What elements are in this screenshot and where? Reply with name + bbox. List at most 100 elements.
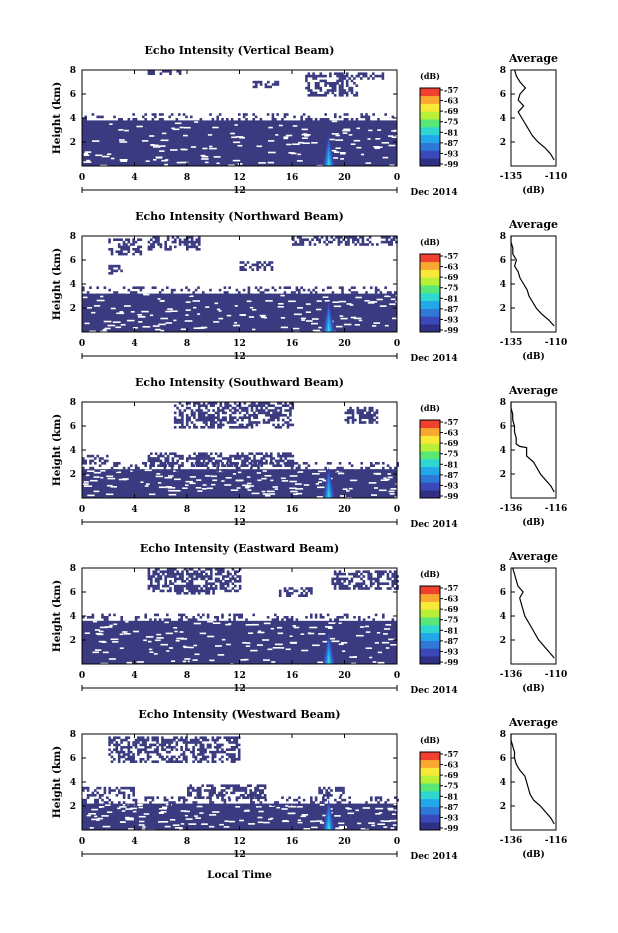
echo-cell <box>188 240 191 244</box>
gap-speckle <box>347 812 354 815</box>
echo-cell <box>346 613 349 617</box>
echo-cell <box>239 789 243 792</box>
echo-cell <box>122 293 126 297</box>
gap-speckle <box>83 161 92 163</box>
echo-cell <box>360 584 363 588</box>
echo-cell <box>224 457 227 460</box>
echo-cell <box>354 243 357 246</box>
x-tick-label: 12 <box>233 505 246 515</box>
echo-cell <box>190 572 194 576</box>
echo-cell <box>182 293 186 297</box>
gap-speckle <box>364 300 370 302</box>
echo-cell <box>295 462 299 465</box>
echo-cell <box>367 572 370 576</box>
echo-cell <box>110 248 114 251</box>
echo-cell <box>96 798 99 802</box>
echo-cell <box>229 572 232 576</box>
profile-y-tick-label: 4 <box>500 114 506 124</box>
gap-speckle <box>142 326 151 328</box>
echo-cell <box>235 741 239 744</box>
echo-cell <box>171 236 175 239</box>
echo-cell <box>344 243 348 246</box>
echo-cell <box>84 115 87 119</box>
gap-speckle <box>138 806 143 809</box>
echo-cell <box>324 84 327 87</box>
profile-x-tick-label: -116 <box>545 504 568 514</box>
gap-speckle <box>150 144 159 147</box>
echo-cell <box>190 245 194 249</box>
echo-cell <box>345 74 349 78</box>
gap-speckle <box>184 814 188 817</box>
echo-cell <box>82 616 85 619</box>
echo-cell <box>307 288 311 292</box>
gap-speckle <box>212 479 218 482</box>
echo-cell <box>144 798 147 802</box>
gap-speckle <box>390 827 395 829</box>
echo-cell <box>228 741 231 744</box>
echo-cell <box>228 748 231 751</box>
profile-x-tick-label: -110 <box>545 670 568 680</box>
echo-cell <box>113 464 116 467</box>
echo-cell <box>217 577 220 581</box>
echo-cell <box>186 577 189 581</box>
echo-cell <box>277 452 280 455</box>
echo-cell <box>192 741 195 744</box>
echo-cell <box>319 74 323 78</box>
echo-cell <box>234 584 237 588</box>
echo-cell <box>91 794 95 797</box>
gap-speckle <box>350 479 358 482</box>
colorbar-tick-label: -75 <box>444 449 458 459</box>
gap-speckle <box>166 486 172 488</box>
echo-cell <box>268 261 271 264</box>
echo-cell <box>221 743 224 747</box>
y-tick-label: 2 <box>70 636 76 646</box>
x-tick-label: 8 <box>184 837 190 847</box>
echo-cell <box>200 572 203 576</box>
colorbar-swatch <box>420 609 440 618</box>
echo-cell <box>207 409 211 412</box>
gap-speckle <box>384 324 389 327</box>
gap-speckle <box>127 319 135 322</box>
gap-speckle <box>315 820 323 822</box>
echo-cell <box>265 263 269 267</box>
colorbar: (dB)-57-63-69-75-81-87-93-99 <box>419 569 459 667</box>
echo-cell <box>110 269 114 273</box>
echo-cell <box>305 74 308 78</box>
echo-cell <box>237 750 241 754</box>
echo-cell <box>336 582 339 585</box>
echo-cell <box>360 115 363 119</box>
echo-cell <box>233 758 236 761</box>
gap-speckle <box>244 486 251 488</box>
echo-cell <box>271 803 275 807</box>
echo-cell <box>286 798 289 802</box>
x-tick-label: 0 <box>394 339 400 349</box>
echo-cell <box>337 240 341 244</box>
echo-cell <box>370 406 374 410</box>
echo-cell <box>267 411 271 415</box>
echo-cell <box>295 618 299 621</box>
echo-cell <box>163 738 167 742</box>
echo-cell <box>122 750 126 754</box>
echo-cell <box>163 469 167 472</box>
echo-cell <box>313 236 317 239</box>
echo-cell <box>365 469 368 472</box>
echo-cell <box>159 570 163 573</box>
echo-cell <box>325 236 329 239</box>
echo-cell <box>248 423 251 427</box>
echo-cell <box>209 798 212 802</box>
echo-cell <box>108 789 111 792</box>
echo-cell <box>291 464 295 467</box>
echo-cell <box>158 113 162 116</box>
colorbar-unit: (dB) <box>420 735 440 745</box>
gap-speckle <box>164 163 168 166</box>
echo-cell <box>324 79 327 83</box>
echo-cell <box>193 587 196 590</box>
gap-speckle <box>130 807 137 810</box>
gap-speckle <box>380 479 388 481</box>
echo-cell <box>175 743 179 747</box>
echo-cell <box>185 738 188 742</box>
echo-cell <box>141 758 145 761</box>
colorbar-swatch <box>420 88 440 97</box>
echo-cell <box>129 758 133 761</box>
gap-speckle <box>261 316 266 318</box>
